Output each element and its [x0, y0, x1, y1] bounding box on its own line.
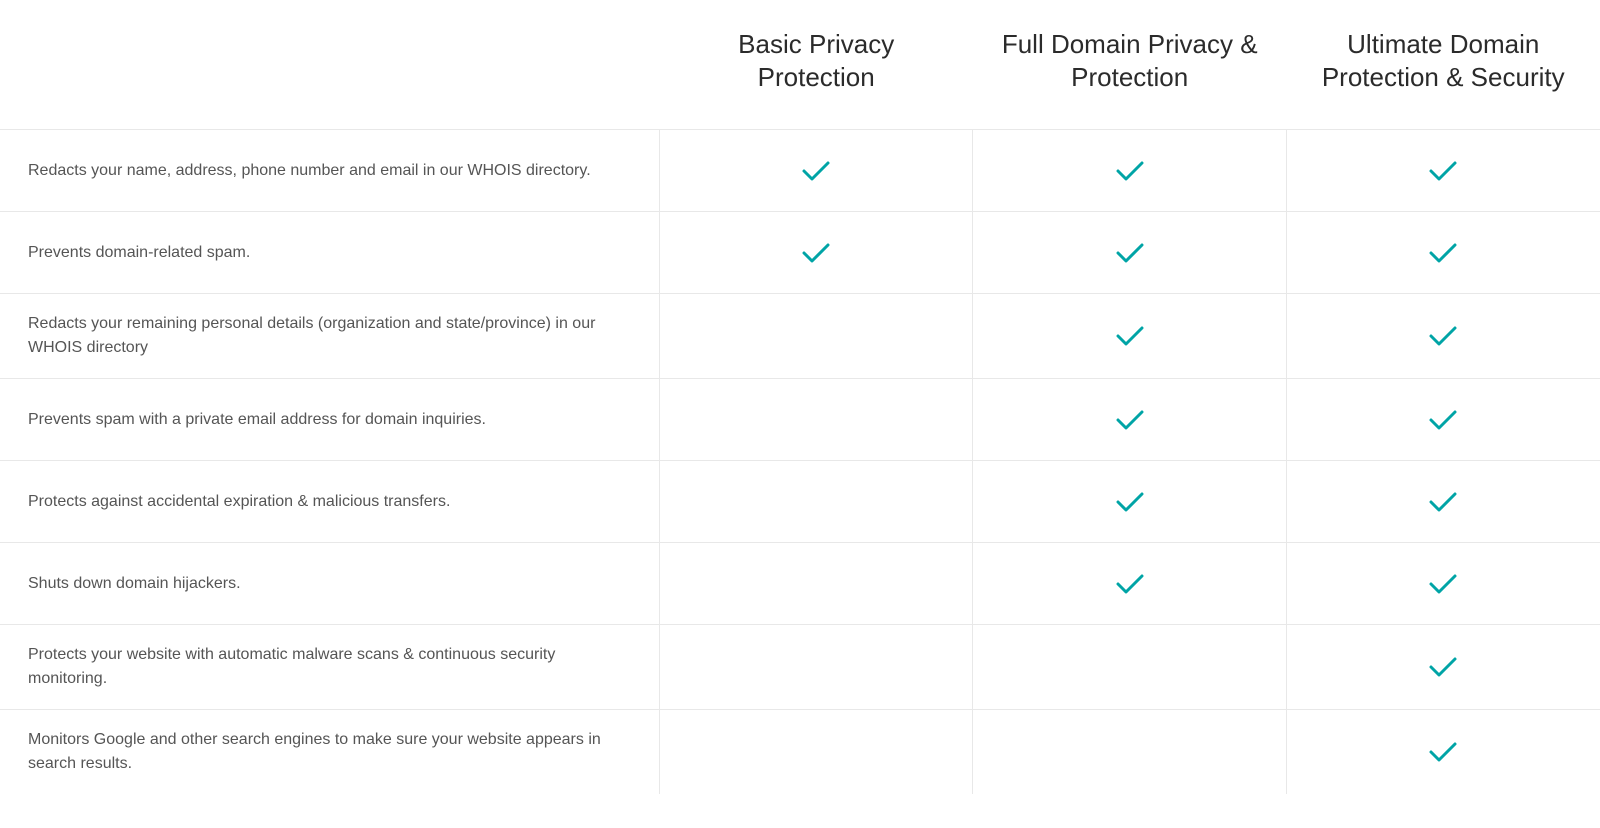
check-cell — [973, 461, 1287, 543]
check-cell — [973, 212, 1287, 294]
table-row: Protects against accidental expiration &… — [0, 461, 1600, 543]
feature-label: Prevents domain-related spam. — [0, 212, 659, 294]
checkmark-icon — [1115, 573, 1145, 595]
table-header-plan: Full Domain Privacy & Protection — [973, 0, 1287, 130]
table-header-row: Basic Privacy Protection Full Domain Pri… — [0, 0, 1600, 130]
check-cell — [659, 543, 973, 625]
checkmark-icon — [1428, 325, 1458, 347]
check-cell — [1286, 294, 1600, 379]
table-row: Prevents spam with a private email addre… — [0, 379, 1600, 461]
checkmark-icon — [1428, 491, 1458, 513]
checkmark-icon — [1428, 656, 1458, 678]
check-cell — [973, 130, 1287, 212]
check-cell — [973, 379, 1287, 461]
table-row: Monitors Google and other search engines… — [0, 710, 1600, 795]
check-cell — [659, 212, 973, 294]
check-cell — [659, 130, 973, 212]
checkmark-icon — [801, 242, 831, 264]
checkmark-icon — [1115, 160, 1145, 182]
check-cell — [1286, 212, 1600, 294]
feature-label: Prevents spam with a private email addre… — [0, 379, 659, 461]
table-header-plan: Basic Privacy Protection — [659, 0, 973, 130]
feature-label: Protects your website with automatic mal… — [0, 625, 659, 710]
check-cell — [973, 294, 1287, 379]
table-header-blank — [0, 0, 659, 130]
check-cell — [1286, 130, 1600, 212]
checkmark-icon — [1428, 573, 1458, 595]
checkmark-icon — [801, 160, 831, 182]
check-cell — [659, 461, 973, 543]
check-cell — [1286, 625, 1600, 710]
check-cell — [659, 379, 973, 461]
checkmark-icon — [1428, 741, 1458, 763]
checkmark-icon — [1428, 409, 1458, 431]
feature-label: Monitors Google and other search engines… — [0, 710, 659, 795]
feature-comparison-table: Basic Privacy Protection Full Domain Pri… — [0, 0, 1600, 794]
checkmark-icon — [1115, 325, 1145, 347]
check-cell — [659, 294, 973, 379]
table-row: Shuts down domain hijackers. — [0, 543, 1600, 625]
checkmark-icon — [1115, 242, 1145, 264]
table-row: Redacts your name, address, phone number… — [0, 130, 1600, 212]
checkmark-icon — [1428, 160, 1458, 182]
check-cell — [1286, 710, 1600, 795]
feature-label: Redacts your name, address, phone number… — [0, 130, 659, 212]
table-header-plan: Ultimate Domain Protection & Security — [1286, 0, 1600, 130]
check-cell — [973, 625, 1287, 710]
check-cell — [973, 710, 1287, 795]
table-row: Redacts your remaining personal details … — [0, 294, 1600, 379]
feature-label: Redacts your remaining personal details … — [0, 294, 659, 379]
table-row: Prevents domain-related spam. — [0, 212, 1600, 294]
checkmark-icon — [1115, 409, 1145, 431]
table-body: Redacts your name, address, phone number… — [0, 130, 1600, 795]
check-cell — [1286, 543, 1600, 625]
check-cell — [659, 625, 973, 710]
check-cell — [1286, 379, 1600, 461]
feature-label: Shuts down domain hijackers. — [0, 543, 659, 625]
check-cell — [1286, 461, 1600, 543]
table-row: Protects your website with automatic mal… — [0, 625, 1600, 710]
checkmark-icon — [1115, 491, 1145, 513]
check-cell — [659, 710, 973, 795]
feature-label: Protects against accidental expiration &… — [0, 461, 659, 543]
checkmark-icon — [1428, 242, 1458, 264]
check-cell — [973, 543, 1287, 625]
